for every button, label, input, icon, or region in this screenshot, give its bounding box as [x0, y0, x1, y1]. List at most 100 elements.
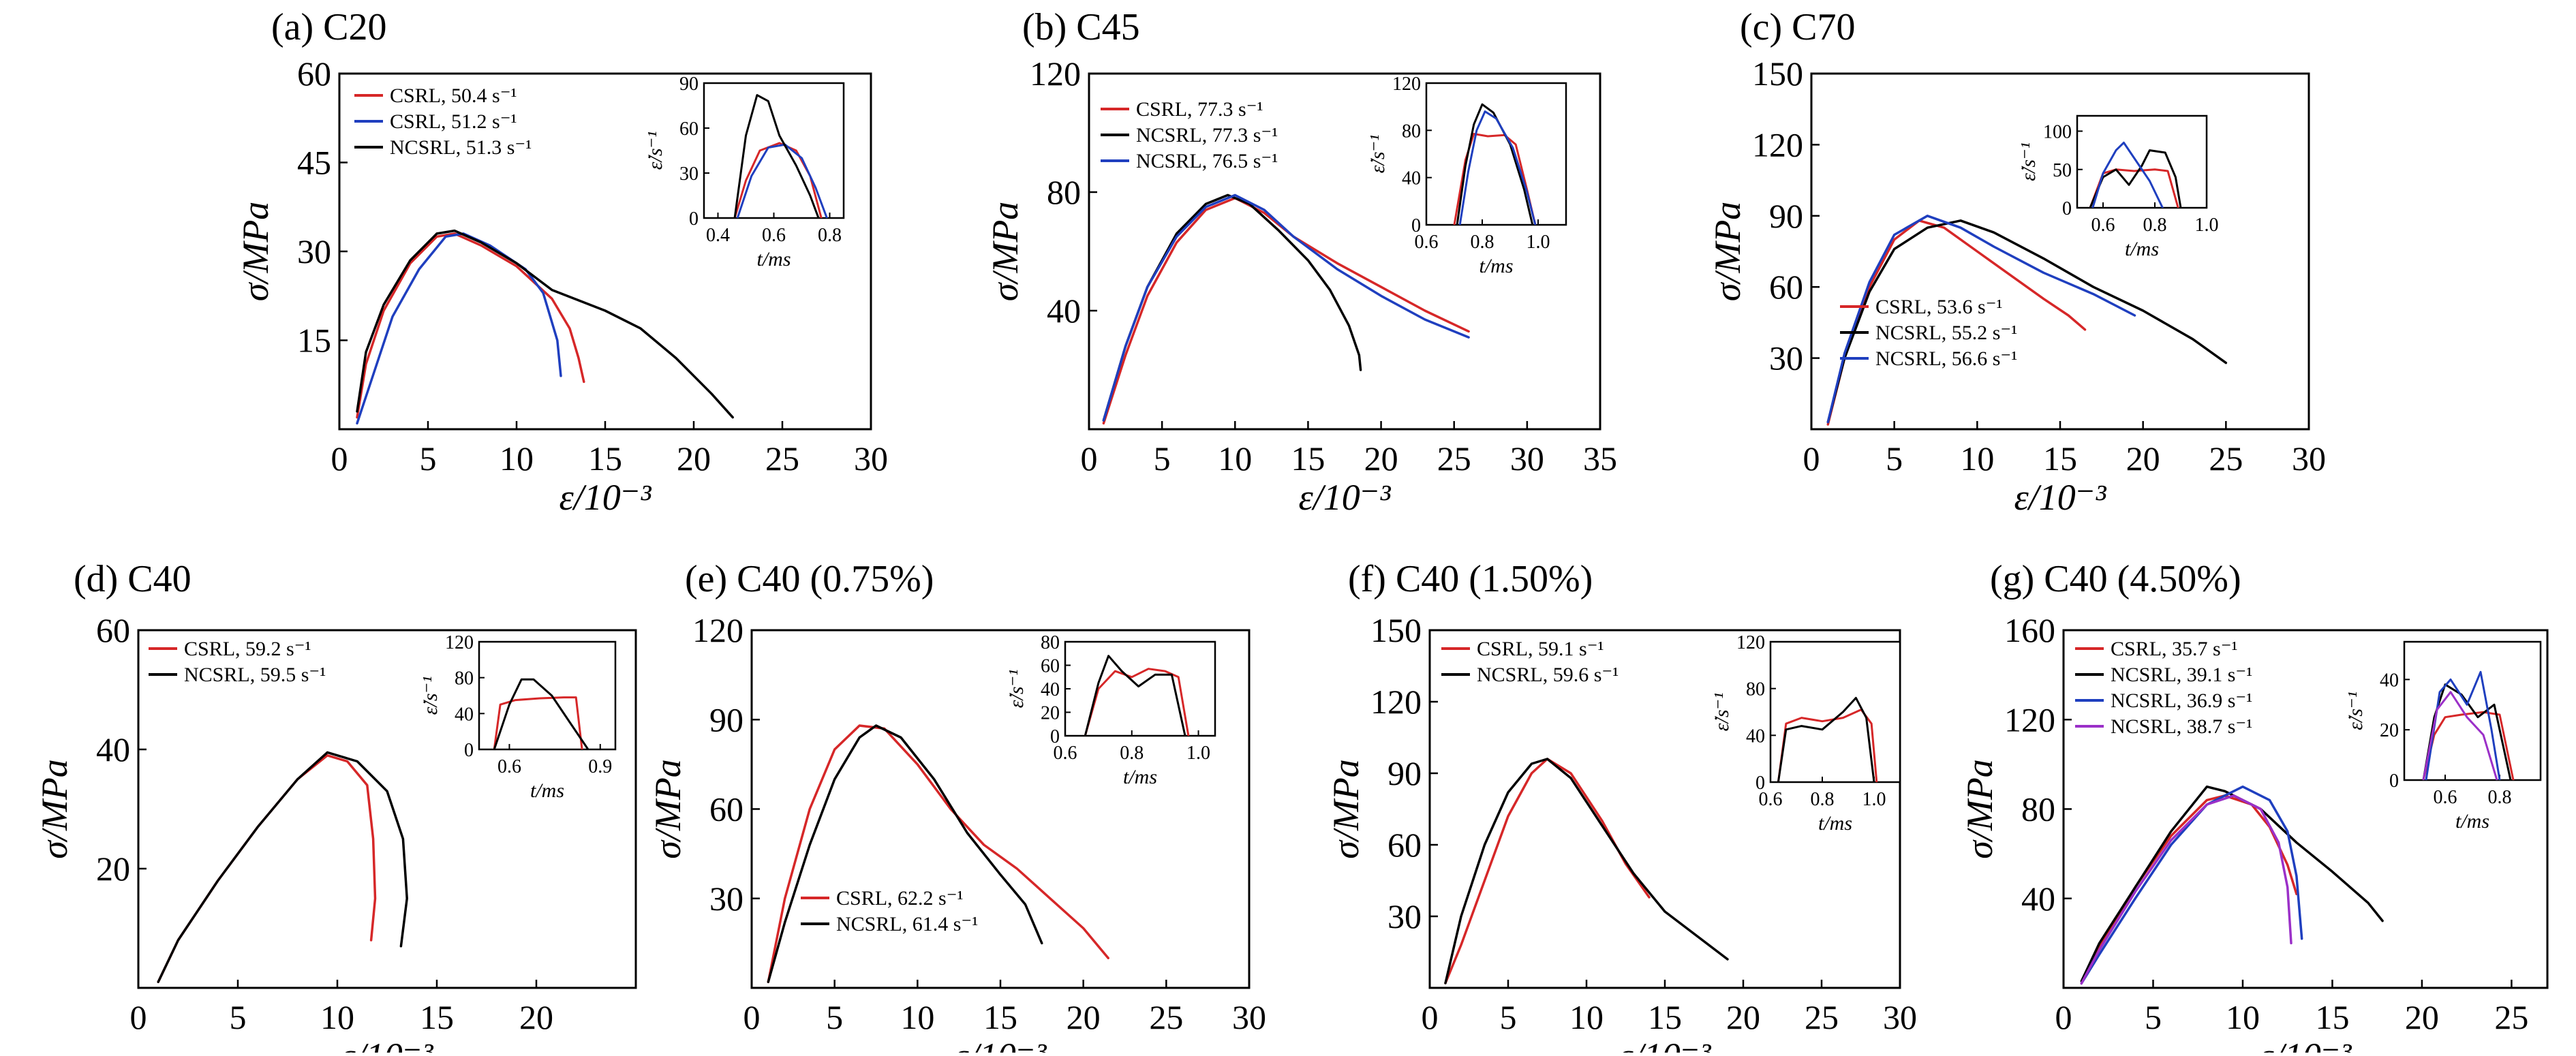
x-tick-label: 20: [2126, 439, 2160, 478]
curves: [356, 229, 734, 425]
inset-x-tick-label: 0.8: [1120, 743, 1144, 764]
inset-x-tick-label: 0.6: [2434, 787, 2457, 808]
x-tick-label: 0: [130, 998, 147, 1036]
inset-x-axis-label: t/ms: [2125, 238, 2159, 260]
x-axis-label: ε/10⁻³: [1299, 477, 1392, 518]
inset-y-tick-label: 80: [1746, 679, 1765, 700]
inset-series-line-2: [1456, 103, 1534, 225]
x-tick-label: 20: [1067, 998, 1101, 1036]
panel-2: (b) C45 0 5 10 15 20 25 30 35 40 80 120 ε/10⁻³ σ/MPa C…: [985, 6, 1617, 518]
x-tick-label: 0: [2055, 998, 2072, 1036]
x-tick-label: 25: [1805, 998, 1839, 1036]
inset-y-tick-label: 60: [1041, 656, 1060, 677]
inset-y-tick-label: 0: [1050, 726, 1060, 747]
inset-x-tick-label: 0.6: [1054, 743, 1077, 764]
x-axis-label: ε/10⁻³: [2014, 477, 2107, 518]
inset-y-tick-label: 80: [1041, 632, 1060, 653]
inset-x-tick-label: 0.8: [2143, 215, 2167, 236]
panel-5: (e) C40 (0.75%) 0 5 10 15 20 25 30 30 60 90 120 ε/10…: [647, 558, 1266, 1056]
y-tick-label: 40: [2021, 880, 2055, 918]
inset-frame: [478, 640, 617, 751]
legend-label: NCSRL, 39.1 s⁻¹: [2111, 664, 2252, 686]
y-tick-label: 120: [2004, 700, 2055, 739]
legend-label: CSRL, 53.6 s⁻¹: [1875, 296, 2003, 318]
inset-curves: [1777, 696, 1878, 782]
legend-label: CSRL, 51.2 s⁻¹: [390, 110, 517, 133]
x-tick-label: 30: [854, 439, 888, 478]
x-tick-label: 5: [230, 998, 247, 1036]
curves: [157, 751, 408, 984]
x-tick-label: 25: [2494, 998, 2528, 1036]
x-axis-label: ε/10⁻³: [955, 1036, 1047, 1053]
inset-series-line-2: [1084, 655, 1186, 736]
panel-3: (c) C70 0 5 10 15 20 25 30 30 60 90 120 150 ε/10⁻³ σ/M…: [1707, 6, 2326, 518]
y-axis-label: σ/MPa: [1959, 759, 2000, 859]
inset-y-tick-label: 0: [464, 740, 474, 761]
inset-x-tick-label: 0.6: [1759, 789, 1783, 810]
legend-label: CSRL, 59.1 s⁻¹: [1477, 638, 1604, 660]
x-tick-label: 25: [765, 439, 799, 478]
inset-series-line-3: [2425, 670, 2501, 780]
legend-label: NCSRL, 38.7 s⁻¹: [2111, 715, 2252, 738]
y-tick-label: 20: [96, 850, 130, 888]
inset-y-tick-label: 80: [1402, 121, 1421, 142]
x-tick-label: 5: [1886, 439, 1903, 478]
inset-series-line-2: [2089, 149, 2182, 208]
inset-curves: [1453, 103, 1537, 225]
inset-x-tick-label: 0.6: [762, 225, 786, 246]
series-line-4: [2080, 794, 2293, 985]
inset-series-line-1: [1084, 668, 1190, 736]
inset-frame: [703, 82, 845, 219]
plot-frame: [137, 629, 637, 989]
y-tick-label: 30: [709, 880, 743, 918]
y-tick-label: 120: [692, 611, 743, 649]
inset-y-tick-label: 60: [679, 119, 699, 140]
series-line-3: [356, 229, 734, 419]
legend-label: NCSRL, 51.3 s⁻¹: [390, 136, 532, 159]
x-tick-label: 5: [826, 998, 843, 1036]
y-tick-label: 150: [1752, 55, 1803, 93]
inset-x-axis-label: t/ms: [530, 779, 564, 802]
x-tick-label: 5: [1500, 998, 1517, 1036]
panel-title: (g) C40 (4.50%): [1990, 558, 2241, 600]
curves: [1826, 215, 2228, 426]
y-tick-label: 60: [1387, 826, 1422, 864]
inset-y-tick-label: 120: [1736, 632, 1765, 653]
y-axis-label: σ/MPa: [1707, 202, 1748, 302]
inset-y-axis-label: ε̇/s⁻¹: [419, 677, 442, 715]
x-tick-label: 10: [1569, 998, 1604, 1036]
inset-series-line-1: [2422, 711, 2515, 780]
x-tick-label: 30: [2292, 439, 2326, 478]
panel-7: (g) C40 (4.50%) 0 5 10 15 20 25 40 80 120 160 ε/10⁻…: [1959, 558, 2549, 1056]
x-tick-label: 10: [900, 998, 934, 1036]
legend-label: CSRL, 77.3 s⁻¹: [1136, 98, 1263, 121]
x-tick-label: 5: [2145, 998, 2162, 1036]
y-tick-label: 150: [1370, 611, 1422, 649]
y-tick-label: 40: [1047, 292, 1081, 330]
inset-series-line-1: [493, 696, 583, 749]
inset-y-axis-label: ε̇/s⁻¹: [644, 131, 666, 170]
x-tick-label: 20: [677, 439, 711, 478]
panel-4: (d) C40 0 5 10 15 20 20 40 60 ε/10⁻³ σ/MPa CSRL, 59…: [34, 558, 637, 1056]
inset-series-line-4: [2422, 691, 2498, 780]
legend-label: NCSRL, 59.5 s⁻¹: [184, 664, 326, 686]
inset-x-tick-label: 0.8: [1811, 789, 1835, 810]
x-tick-label: 15: [1648, 998, 1682, 1036]
inset-y-tick-label: 0: [2389, 771, 2399, 792]
inset-y-tick-label: 0: [1411, 215, 1421, 236]
inset-y-tick-label: 20: [2380, 720, 2399, 741]
inset-x-axis-label: t/ms: [2455, 810, 2489, 833]
x-tick-label: 30: [1232, 998, 1266, 1036]
inset-frame: [1769, 640, 1901, 783]
inset-y-axis-label: ε̇/s⁻¹: [1366, 135, 1389, 174]
inset-x-axis-label: t/ms: [1479, 255, 1513, 277]
series-line-3: [1102, 193, 1470, 422]
inset-x-tick-label: 0.8: [2488, 787, 2512, 808]
x-tick-label: 10: [2226, 998, 2260, 1036]
curves: [1102, 193, 1470, 425]
y-tick-label: 80: [1047, 173, 1081, 211]
series-line-1: [157, 754, 377, 984]
inset-y-tick-label: 40: [455, 704, 474, 725]
inset-curves: [493, 678, 589, 749]
y-tick-label: 80: [2021, 790, 2055, 828]
